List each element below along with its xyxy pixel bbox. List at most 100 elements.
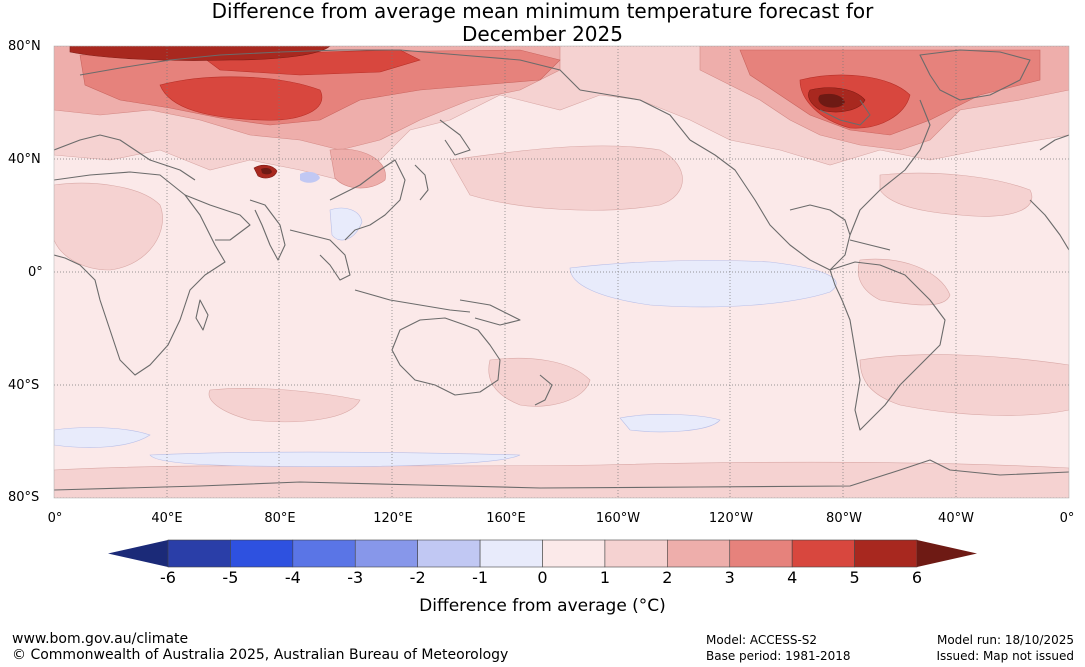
colorbar-tick-label: -1 [472,568,489,587]
colorbar-tick-label: -6 [160,568,176,587]
lon-label-0-left: 0° [47,511,63,526]
map-frame [53,45,1070,499]
lon-label-120e: 120°E [373,511,413,526]
colorbar-extend-low [108,540,168,567]
anomaly-region-southern-indian [208,388,361,423]
coast-india [249,199,286,261]
anomaly-region-tibet-core [261,168,272,175]
lat-label-40s: 40°S [8,378,40,393]
colorbar-bin--3-to--2 [354,539,418,568]
coast-siberia-north [79,49,581,91]
coast-kamchatka [439,119,471,156]
issued-status: Issued: Map not issued [936,649,1074,663]
anomaly-region-north-atlantic [879,172,1033,217]
anomaly-region-southern-pacific [619,414,721,433]
model-name: Model: ACCESS-S2 [706,633,818,647]
coast-west-africa-right [1029,199,1069,251]
anomaly-region-tibet-cool [300,171,320,183]
coast-greenland [919,49,1031,101]
coast-north-america-east [829,99,931,271]
coast-east-asia [329,159,406,241]
coast-arabia [184,194,251,241]
anomaly-region-south-america [857,258,951,306]
anomaly-minus-2-regions [300,171,320,183]
colorbar-tick-label: 2 [662,568,673,587]
colorbar-tick-label: -2 [409,568,426,587]
lat-label-equator: 0° [28,265,43,280]
coast-north-america-west [689,139,831,271]
colorbar-tick-label: 6 [911,568,923,587]
colorbar-bin-2-to-3 [667,539,731,568]
coast-australia [391,317,501,396]
coast-south-america [829,261,946,431]
model-run-date: Model run: 18/10/2025 [936,633,1074,647]
lat-label-40n: 40°N [8,152,41,167]
chart-title: Difference from average mean minimum tem… [0,0,1085,46]
colorbar-label: Difference from average (°C) [419,596,666,616]
anomaly-region-west-africa [54,182,163,271]
coast-hudson-bay [819,99,871,126]
lon-label-80e: 80°E [264,511,296,526]
lon-label-40w: 40°W [938,511,974,526]
lon-label-80w: 80°W [826,511,862,526]
anomaly-region-china [329,148,386,189]
anomaly-region-arctic-russia [69,46,331,61]
coast-africa [54,171,226,376]
anomaly-region-south-china [329,207,363,241]
colorbar-bin--6-to--5 [167,539,231,568]
base-period: Base period: 1981-2018 [706,649,851,663]
colorbar-bin-4-to-5 [791,539,855,568]
coast-antarctica [54,459,1069,491]
colorbar-bin-5-to-6 [854,539,918,568]
colorbar-tick-label: 3 [724,568,735,587]
colorbar-bin-0-to-1 [542,539,606,568]
lon-label-40e: 40°E [151,511,183,526]
copyright-text: © Commonwealth of Australia 2025, Austra… [12,647,509,663]
anomaly-region-south-atlantic [859,354,1069,416]
colorbar-bin-1-to-2 [604,539,668,568]
coast-southeast-asia [289,229,351,281]
anomaly-region-central-russia [159,76,323,121]
colorbar-bin-3-to-4 [729,539,793,568]
map-field [54,46,1069,498]
colorbar-tick-label: 4 [787,568,798,587]
colorbar-bin--5-to--4 [230,539,294,568]
anomaly-region-southern-ocean [149,451,521,467]
colorbar-tick-label: 1 [599,568,610,587]
lat-label-80n: 80°N [8,39,41,54]
coast-europe [54,134,196,181]
anomaly-region-australia-east [488,357,591,407]
lat-label-80s: 80°S [8,490,40,505]
lon-label-160w: 160°W [595,511,641,526]
coast-west-europe [1039,134,1069,151]
anomaly-region-north-pacific [449,145,683,211]
coast-new-guinea [459,299,521,326]
coastlines [54,49,1069,491]
title-line-1: Difference from average mean minimum tem… [211,0,874,23]
anomaly-region-canada-core [818,93,845,108]
colorbar-tick-label: -5 [222,568,239,587]
anomaly-region-antarctic [54,461,1069,498]
anomaly-region-south-pacific-band [54,427,151,448]
lon-label-0-right: 0° [1059,511,1075,526]
website-url: www.bom.gov.au/climate [12,631,189,647]
colorbar-tick-label: 5 [849,568,860,587]
coast-alaska [579,89,691,141]
colorbar-tick-label: 0 [537,568,548,587]
colorbar-bin--4-to--3 [292,539,356,568]
coast-japan [414,164,429,201]
coast-indonesia [354,289,471,313]
colorbar-bin--2-to--1 [417,539,481,568]
coast-madagascar [195,299,209,331]
lon-label-160e: 160°E [486,511,526,526]
anomaly-5-6-regions [261,93,845,175]
title-line-2: December 2025 [462,22,623,46]
graticule [54,46,1069,498]
coast-gulf-mexico [789,204,851,236]
colorbar-extend-high [917,540,977,567]
colorbar-tick-label: -3 [347,568,364,587]
coast-new-zealand [534,374,553,406]
colorbar-tick-label: -4 [284,568,301,587]
